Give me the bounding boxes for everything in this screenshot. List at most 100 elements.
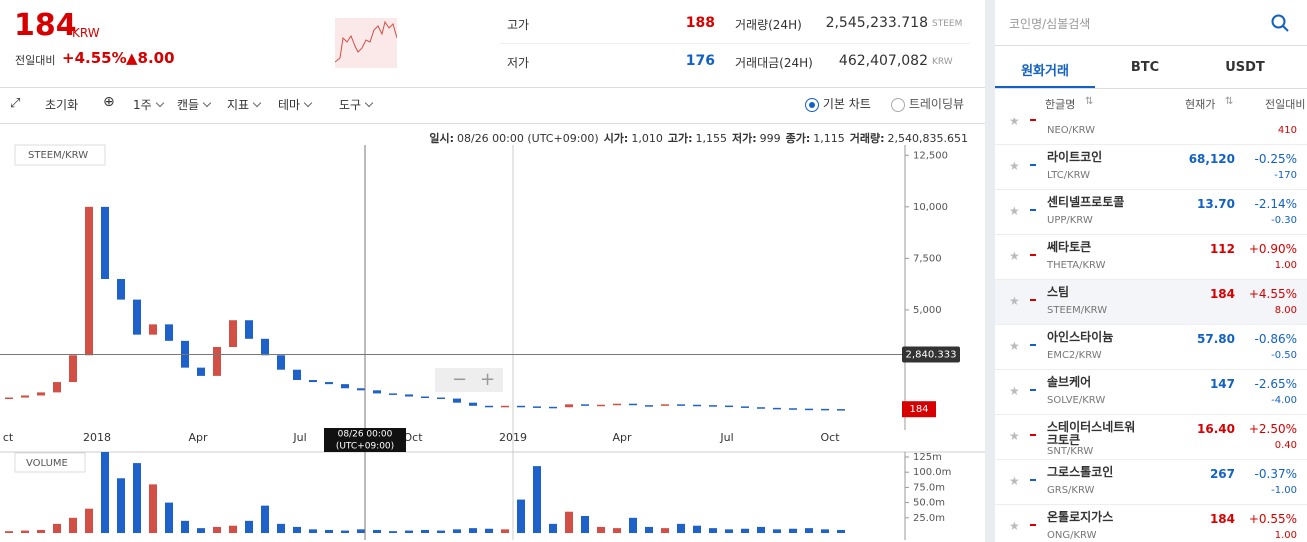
volume-bar [373,529,381,533]
stat-value: 462,407,082 [838,53,928,69]
tab[interactable]: USDT [1225,60,1265,75]
candle [421,396,429,399]
coin-price: 267 [1209,467,1235,481]
coin-change: 410 [1277,125,1297,136]
period-menu[interactable]: 1주 [133,96,164,113]
info-label: 일시: [429,132,454,145]
x-tick-label: Apr [188,431,208,444]
coin-row[interactable]: ★ 솔브케어 SOLVE/KRW 147 -2.65% -4.00 [995,370,1307,415]
coin-row[interactable]: ★ 라이트코인 LTC/KRW 68,120 -0.25% -170 [995,145,1307,190]
info-label: 거래량: [849,132,885,145]
expand-icon[interactable]: ⤢ [10,96,21,111]
stat-unit: STEEM [932,19,963,29]
search-icon[interactable] [1271,14,1289,32]
indicator-menu[interactable]: 지표 [227,96,262,113]
coin-name: 쎄타토큰 [1047,240,1092,254]
sort-icon: ⇅ [1225,96,1234,107]
reset-button[interactable]: 초기화 [45,98,79,112]
x-tick-label: Oct [820,431,840,444]
coin-change: 1.00 [1274,260,1297,271]
column-header[interactable]: 한글명 [1045,98,1076,111]
volume-bar [709,528,717,533]
last-price-box [902,401,936,418]
coin-row[interactable]: ★ 아인스타이늄 EMC2/KRW 57.80 -0.86% -0.50 [995,325,1307,370]
star-icon: ★ [1009,519,1020,533]
radio-basic[interactable]: 기본 차트 [805,95,871,112]
volume-bar [661,528,669,533]
coin-pair: EMC2/KRW [1047,350,1102,361]
candle [85,206,93,356]
info-value: 08/26 00:00 (UTC+09:00) [456,132,599,145]
globe-icon[interactable]: ⊕ [103,94,115,110]
coin-pair: SNT/KRW [1047,446,1094,457]
label: 1주 [133,98,152,112]
change-label: 전일대비 [15,54,56,67]
stat-label: 저가 [507,56,530,70]
coin-change: -4.00 [1271,395,1297,406]
coin-row[interactable]: ★ NEO/KRW 410 [995,118,1307,145]
candle [517,405,525,408]
volume-bar [213,526,221,533]
zoom-in[interactable]: + [480,369,495,390]
star-icon: ★ [1009,429,1020,443]
coin-pair: GRS/KRW [1047,485,1095,496]
volume-bar [21,530,29,533]
candle [677,404,685,406]
column-header[interactable]: 현재가 [1185,98,1216,111]
candle [533,406,541,408]
coin-row[interactable]: ★ 스팀 STEEM/KRW 184 +4.55% 8.00 [995,280,1307,325]
column-header[interactable]: 전일대비 [1265,98,1306,111]
candle [549,406,557,409]
crosshair-time-box [324,428,406,452]
coin-name: 솔브케어 [1047,375,1092,389]
volume-bar [293,526,301,533]
volume-bar [165,502,173,533]
coin-pair: STEEM/KRW [1047,305,1108,316]
coin-row[interactable]: ★ 온톨로지가스 ONG/KRW 184 +0.55% 1.00 [995,505,1307,542]
star-icon: ★ [1009,339,1020,353]
trend-mark [1030,299,1036,301]
y-tick-label: 25.0m [913,513,945,524]
star-icon: ★ [1009,294,1020,308]
zoom-out[interactable]: − [452,369,467,390]
coin-row[interactable]: ★ 센티넬프로토콜 UPP/KRW 13.70 -2.14% -0.30 [995,190,1307,235]
radio-tradingview[interactable]: 트레이딩뷰 [891,95,964,112]
sort-icon: ⇅ [1085,96,1094,107]
theme-menu[interactable]: 테마 [278,96,313,113]
coin-change: -170 [1274,170,1297,181]
ohlc-info: 일시: 08/26 00:00 (UTC+09:00) 시가: 1,010 고가: 1,1… [424,130,968,146]
coin-pct: +0.90% [1248,242,1297,256]
coin-pair: THETA/KRW [1047,260,1106,271]
volume-bar [565,511,573,533]
candle [597,404,605,407]
volume-bar [325,529,333,533]
coin-row[interactable]: ★ 스테이터스네트워크토큰 SNT/KRW 16.40 +2.50% 0.40 [995,415,1307,460]
coin-pair: LTC/KRW [1047,170,1091,181]
volume-bar [437,530,445,533]
coin-price: 184 [1209,512,1235,526]
price-unit: KRW [72,26,100,40]
stat-value: 176 [685,53,715,69]
candle-menu[interactable]: 캔들 [177,96,212,113]
coin-pair: SOLVE/KRW [1047,395,1106,406]
last-price: 184 [909,404,928,415]
crosshair-price: 2,840.333 [906,349,957,360]
coin-pct: -2.65% [1254,377,1297,391]
zoom-controls[interactable] [435,368,503,392]
info-label: 고가: [667,132,693,145]
tools-menu[interactable]: 도구 [339,96,374,113]
coin-name: 그로스톨코인 [1047,465,1114,479]
coin-row[interactable]: ★ 그로스톨코인 GRS/KRW 267 -0.37% -1.00 [995,460,1307,505]
coin-name: 스팀 [1047,285,1070,299]
tab[interactable]: 원화거래 [1021,64,1069,79]
volume-bar [773,529,781,533]
pair-label: STEEM/KRW [28,150,88,161]
crosshair-time: 08/26 00:00 [338,430,393,440]
search-box[interactable] [995,0,1307,46]
tab[interactable]: BTC [1130,60,1160,75]
x-tick-label: Oct [403,431,423,444]
volume-bar [277,523,285,533]
candle [405,394,413,397]
volume-bar [69,517,77,533]
coin-row[interactable]: ★ 쎄타토큰 THETA/KRW 112 +0.90% 1.00 [995,235,1307,280]
